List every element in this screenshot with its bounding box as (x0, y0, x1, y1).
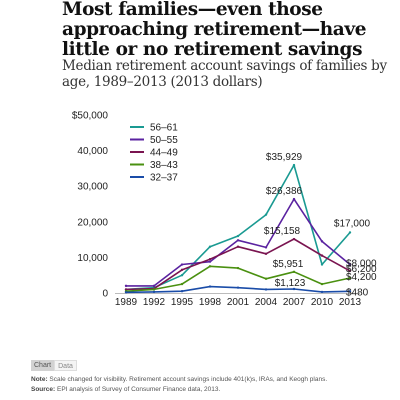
data-point (208, 245, 212, 248)
series-line-1 (125, 164, 351, 291)
x-tick-label: 2001 (227, 297, 250, 308)
source-line: Source: EPI analysis of Survey of Consum… (31, 385, 396, 395)
data-label: $17,000 (334, 218, 371, 229)
x-tick-label: 2007 (283, 297, 306, 308)
data-label: $26,386 (266, 186, 303, 197)
note-text: Scale changed for visibility. Retirement… (49, 376, 328, 383)
chart-subtitle: Median retirement account savings of fam… (62, 58, 387, 90)
legend-label-1: 56–61 (150, 123, 178, 134)
data-point (292, 197, 296, 201)
data-label: $6,200 (346, 264, 377, 275)
data-point (264, 288, 268, 291)
data-point (348, 269, 352, 273)
data-point (180, 268, 184, 272)
data-label: $8,000 (346, 259, 377, 270)
data-point (320, 282, 324, 286)
data-point (264, 246, 268, 249)
data-label: $4,200 (346, 272, 377, 283)
legend-label-2: 50–55 (150, 135, 178, 146)
data-label: $480 (346, 287, 369, 298)
x-tick-label: 2010 (311, 297, 334, 308)
legend-label-5: 32–37 (150, 173, 178, 184)
data-point (348, 276, 352, 280)
data-point (320, 254, 324, 257)
data-point (292, 287, 296, 291)
data-point (124, 288, 128, 291)
data-point (208, 285, 212, 288)
x-tick-label: 2004 (255, 297, 278, 308)
data-point (208, 257, 212, 261)
data-label: $35,929 (266, 152, 303, 163)
data-point (264, 252, 268, 256)
data-point (236, 234, 240, 238)
data-point (152, 290, 156, 294)
line-chart: 0 10,000 20,000 30,000 40,000 $50,000 1989 1992… (72, 111, 377, 309)
chart-notes: Note: Scale changed for visibility. Reti… (31, 375, 396, 395)
data-point (124, 291, 128, 294)
data-point (320, 263, 324, 266)
data-point (180, 263, 184, 266)
data-point (236, 266, 240, 270)
source-text: EPI analysis of Survey of Consumer Finan… (57, 386, 221, 393)
y-tick-label: 10,000 (77, 253, 108, 264)
chart-title: Most families—even those approaching ret… (62, 0, 367, 60)
data-point (320, 290, 324, 294)
data-label: $15,158 (264, 226, 301, 237)
data-point (348, 231, 352, 234)
data-point (292, 237, 296, 241)
data-point (124, 284, 128, 288)
data-point (348, 263, 352, 266)
data-point (348, 290, 352, 293)
data-point (292, 163, 296, 167)
x-tick-label: 1992 (143, 297, 166, 308)
x-tick-label: 1995 (171, 297, 194, 308)
y-tick-label: 20,000 (77, 217, 108, 228)
data-point (292, 270, 296, 274)
x-tick-label: 1989 (115, 297, 138, 308)
x-tick-label: 2013 (339, 297, 362, 308)
data-point (152, 288, 156, 291)
data-point (236, 245, 240, 248)
data-point (264, 213, 268, 216)
tab-data[interactable]: Data (54, 360, 77, 371)
data-point (264, 277, 268, 280)
data-point (180, 290, 184, 293)
y-tick-label: $50,000 (72, 111, 109, 122)
note-label: Note: (31, 376, 48, 383)
x-tick-label: 1998 (199, 297, 222, 308)
y-tick-label: 30,000 (77, 182, 108, 193)
tab-chart[interactable]: Chart (31, 360, 55, 371)
note-line: Note: Scale changed for visibility. Reti… (31, 375, 396, 385)
y-tick-label: 0 (102, 289, 108, 300)
data-label: $1,123 (275, 278, 306, 289)
source-label: Source: (31, 386, 56, 393)
data-point (236, 239, 240, 242)
view-tabs: Chart Data (31, 360, 77, 371)
data-point (152, 284, 156, 288)
data-point (320, 240, 324, 243)
y-tick-label: 40,000 (77, 146, 108, 157)
data-point (180, 282, 184, 286)
data-point (208, 265, 212, 268)
data-label: $5,951 (273, 259, 304, 270)
legend-label-4: 38–43 (150, 160, 178, 171)
data-point (236, 286, 240, 289)
data-point (208, 260, 212, 263)
legend-label-3: 44–49 (150, 148, 178, 159)
data-point (180, 274, 184, 277)
